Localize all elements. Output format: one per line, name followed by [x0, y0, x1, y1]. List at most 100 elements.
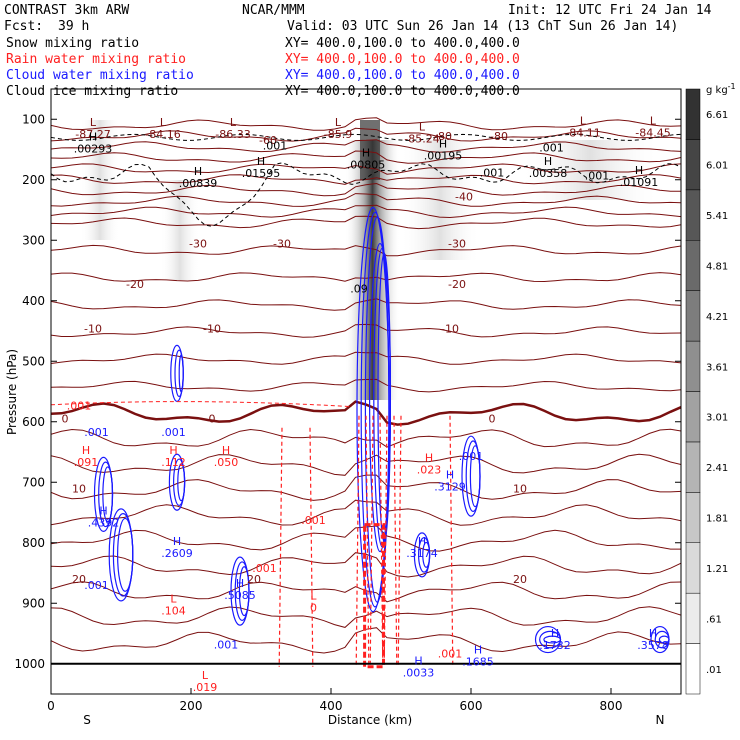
extremum-marker: L [419, 120, 426, 133]
theta-contour [51, 272, 681, 283]
temperature-contour-label: -80 [490, 130, 508, 143]
left-endpoint-label: S [83, 713, 91, 727]
rain-contour [393, 415, 398, 667]
valid-time: Valid: 03 UTC Sun 26 Jan 14 (13 ChT Sun … [287, 19, 678, 34]
snow-shading-layer [80, 120, 660, 400]
cloud-water-contour [177, 463, 186, 502]
extremum-marker: H [446, 468, 454, 481]
legend-entry: Rain water mixing ratio [6, 52, 186, 67]
extremum-marker: L [160, 116, 167, 129]
temperature-contour-label: 0 [489, 413, 496, 426]
theta-contour [51, 139, 681, 153]
colorbar-segment [685, 592, 701, 644]
temperature-contour-label: -20 [448, 278, 466, 291]
theta-contour [51, 163, 681, 175]
extremum-marker: L [335, 116, 342, 129]
extremum-marker: H [635, 164, 643, 177]
contour-value-label: .001 [438, 647, 463, 660]
colorbar-segment [685, 340, 701, 392]
contour-value-label: .001 [539, 142, 564, 155]
extremum-marker: H [236, 577, 244, 590]
legend-entry: Snow mixing ratio [6, 36, 139, 51]
extremum-value: .104 [161, 604, 186, 617]
extremum-value: -87.27 [75, 128, 110, 141]
extremum-value: -84.11 [565, 126, 600, 139]
theta-contour [51, 174, 681, 185]
extremum-marker: L [230, 116, 237, 129]
snow-faint-shading [160, 180, 200, 280]
theta-contour [51, 244, 681, 257]
theta-contour [51, 127, 681, 142]
temperature-contour-label: 20 [72, 573, 86, 586]
extremum-value: .3129 [434, 480, 466, 493]
contour-value-label: .09 [350, 283, 368, 296]
theta-contours [51, 117, 681, 654]
legend-xy: XY= 400.0,100.0 to 400.0,400.0 [285, 68, 520, 83]
contour-value-label: .001 [67, 399, 92, 412]
extremum-value: .4392 [88, 517, 120, 530]
temperature-contour-label: 0 [209, 413, 216, 426]
legend-xy: XY= 400.0,100.0 to 400.0,400.0 [285, 84, 520, 99]
colorbar-segment [685, 139, 701, 191]
contour-value-label: .001 [301, 514, 326, 527]
right-endpoint-label: N [656, 713, 665, 727]
extremum-marker: L [170, 592, 177, 605]
cloud-water-contour [178, 354, 184, 393]
legend-xy: XY= 400.0,100.0 to 400.0,400.0 [285, 52, 520, 67]
colorbar-segment [685, 290, 701, 342]
cloud-water-contour [658, 635, 670, 644]
colorbar-segment [685, 441, 701, 493]
colorbar-label: 6.01 [706, 161, 728, 172]
extremum-marker: H [82, 444, 90, 457]
colorbar-label: 1.81 [706, 514, 728, 525]
x-tick-label: 600 [460, 699, 483, 713]
colorbar-label: 5.41 [706, 211, 728, 222]
colorbar-label: 3.61 [706, 362, 728, 373]
x-tick-label: 800 [600, 699, 623, 713]
rain-contours [51, 401, 454, 669]
temperature-contour-label: -10 [441, 323, 459, 336]
extremum-value: .3174 [406, 547, 438, 560]
ice-contour [51, 133, 681, 141]
extremum-value: .00358 [529, 167, 568, 180]
colorbar-segment [685, 492, 701, 544]
extremum-marker: H [194, 165, 202, 178]
extremum-value: .091 [74, 456, 99, 469]
extremum-marker: H [649, 627, 657, 640]
temperature-contour-label: -10 [84, 323, 102, 336]
extremum-marker: H [99, 505, 107, 518]
extremum-value: .112 [161, 456, 186, 469]
cloud-water-contour [364, 216, 390, 603]
forecast-hours: 39 h [58, 19, 89, 34]
extremum-marker: H [362, 146, 370, 159]
cloud-water-contour [422, 541, 431, 568]
y-tick-label: 100 [22, 112, 45, 126]
theta-contour [51, 117, 681, 131]
theta-contour [51, 150, 681, 164]
extremum-marker: H [169, 444, 177, 457]
extremum-value: -86.33 [215, 128, 250, 141]
temperature-contour-label: -20 [126, 278, 144, 291]
ice-contours [51, 133, 681, 227]
rain-contour [379, 415, 384, 667]
extremum-marker: L [90, 116, 97, 129]
colorbar-label: 2.41 [706, 463, 728, 474]
contour-value-label: .001 [84, 579, 109, 592]
temperature-contour-label: 20 [513, 573, 527, 586]
extremum-value: -84.45 [635, 126, 670, 139]
extremum-value: .00805 [347, 158, 386, 171]
rain-contour [278, 427, 283, 667]
colorbar-segment [685, 542, 701, 594]
y-tick-label: 300 [22, 233, 45, 247]
extremum-marker: H [439, 137, 447, 150]
cloud-water-contour [543, 635, 562, 644]
colorbar-segment [685, 391, 701, 443]
extremum-value: .00293 [74, 143, 113, 156]
theta-contour [51, 215, 681, 230]
colorbar-label: 3.01 [706, 413, 728, 424]
colorbar-segment [685, 88, 701, 140]
cloud-water-contour [238, 566, 250, 617]
colorbar-label: 1.21 [706, 564, 728, 575]
y-tick-label: 200 [22, 173, 45, 187]
extremum-value: .2609 [161, 547, 193, 560]
